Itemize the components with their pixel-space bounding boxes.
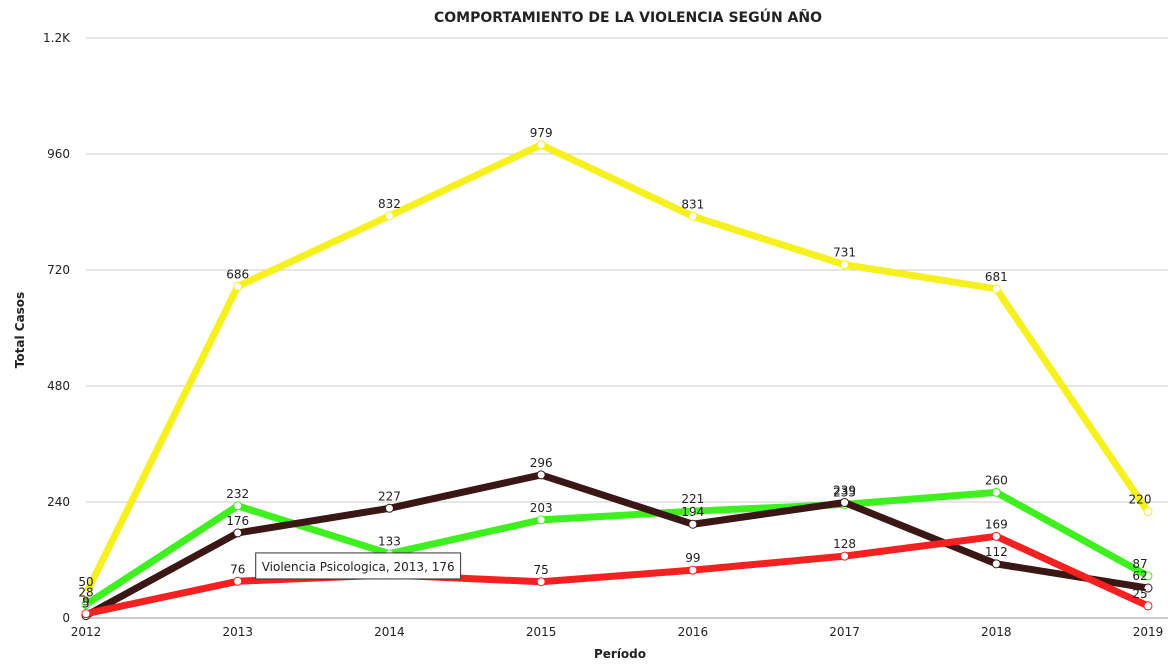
tooltip-separator: , (424, 560, 432, 574)
data-label: 50 (78, 575, 93, 589)
y-tick-label: 240 (47, 495, 70, 509)
series-line (84, 471, 1149, 619)
data-point (1143, 583, 1153, 593)
x-tick-label: 2016 (678, 625, 709, 639)
series-line (82, 141, 1151, 596)
data-label: 220 (1129, 493, 1152, 507)
data-labels: 50 686 832 979 831 731 681 220 28 232 133 203 221 235… (78, 126, 1151, 611)
data-label: 128 (833, 537, 856, 551)
data-label: 681 (985, 270, 1008, 284)
data-label: 99 (685, 551, 700, 565)
data-label: 227 (378, 489, 401, 503)
series-line (85, 532, 1150, 618)
data-label: 731 (833, 246, 856, 260)
data-point (81, 599, 91, 609)
tooltip-part: 2013 (394, 560, 425, 574)
data-point (1143, 507, 1153, 517)
tooltip-part: Violencia Psicologica (262, 560, 386, 574)
data-point (840, 551, 850, 561)
tooltip-text: Violencia Psicologica, 2013, 176 (262, 560, 455, 574)
data-point (233, 576, 243, 586)
data-point (536, 515, 546, 525)
y-tick-label: 960 (47, 147, 70, 161)
data-label: 194 (681, 505, 704, 519)
x-tick-label: 2013 (222, 625, 253, 639)
x-tick-label: 2014 (374, 625, 405, 639)
data-point (81, 609, 91, 619)
tooltip-box (255, 552, 462, 580)
x-tick-label: 2012 (71, 625, 102, 639)
data-point (233, 281, 243, 291)
data-label: 176 (226, 514, 249, 528)
data-label: 62 (1132, 569, 1147, 583)
x-tick-label: 2017 (829, 625, 860, 639)
data-label: 203 (530, 501, 553, 515)
data-point (688, 519, 698, 529)
data-point (536, 470, 546, 480)
data-label: 75 (534, 563, 549, 577)
data-point (991, 531, 1001, 541)
data-label: 979 (530, 126, 553, 140)
series-lines (81, 140, 1153, 621)
data-point (536, 140, 546, 150)
data-label: 232 (226, 487, 249, 501)
x-tick-label: 2018 (981, 625, 1012, 639)
data-point (688, 506, 698, 516)
data-point (384, 211, 394, 221)
tooltip: Violencia Psicologica, 2013, 176 (255, 552, 462, 580)
data-label: 28 (78, 585, 93, 599)
data-label: 5 (82, 597, 90, 611)
data-point (233, 501, 243, 511)
data-label: 76 (230, 562, 245, 576)
data-point (384, 503, 394, 513)
y-tick-label: 0 (62, 611, 70, 625)
data-label: 296 (530, 456, 553, 470)
data-label: 686 (226, 267, 249, 281)
y-axis-title: Total Casos (13, 292, 27, 368)
data-label: 831 (681, 197, 704, 211)
y-tick-label: 1.2K (43, 31, 71, 45)
data-label: 9 (82, 595, 90, 609)
x-tick-label: 2019 (1133, 625, 1164, 639)
data-point (991, 487, 1001, 497)
y-tick-label: 480 (47, 379, 70, 393)
data-point (991, 559, 1001, 569)
data-point (991, 284, 1001, 294)
data-point (688, 211, 698, 221)
data-label: 239 (833, 483, 856, 497)
tooltip-separator: , (386, 560, 394, 574)
data-label: 221 (681, 492, 704, 506)
data-label: 133 (378, 535, 401, 549)
data-point (1143, 571, 1153, 581)
data-label: 169 (985, 517, 1008, 531)
data-label: 832 (378, 197, 401, 211)
data-point (233, 528, 243, 538)
data-label: 235 (833, 485, 856, 499)
data-point (840, 497, 850, 507)
x-tick-label: 2015 (526, 625, 557, 639)
x-axis-title: Período (594, 647, 646, 661)
data-point (688, 565, 698, 575)
y-tick-label: 720 (47, 263, 70, 277)
data-point (81, 589, 91, 599)
data-point (840, 260, 850, 270)
data-label: 260 (985, 473, 1008, 487)
data-label: 87 (1132, 557, 1147, 571)
data-label: 25 (1132, 587, 1147, 601)
data-point (536, 577, 546, 587)
tooltip-part: 176 (432, 560, 455, 574)
series-line (84, 488, 1150, 608)
chart-title: COMPORTAMIENTO DE LA VIOLENCIA SEGÚN AÑO (434, 8, 822, 26)
data-point (1143, 601, 1153, 611)
data-label: 112 (985, 545, 1008, 559)
